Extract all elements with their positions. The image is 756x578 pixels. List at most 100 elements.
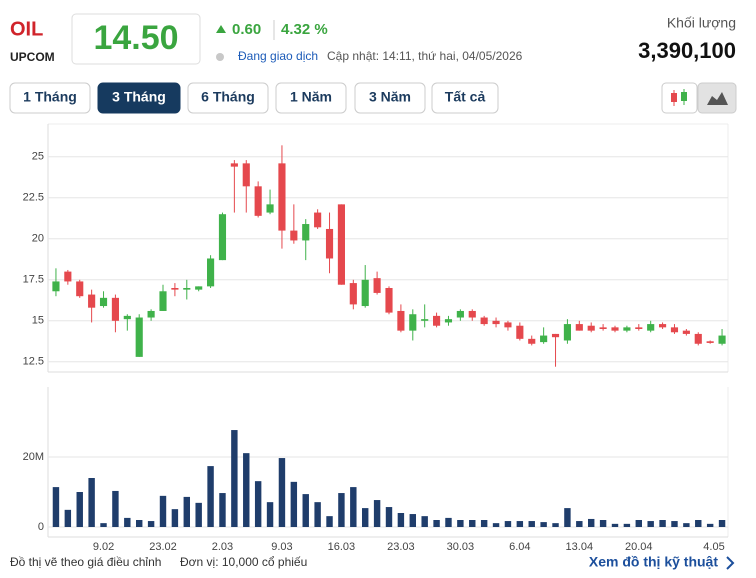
y-tick-label: 15 [32,315,44,327]
volume-bar [147,521,155,527]
period-button[interactable] [187,82,269,114]
volume-bar [504,521,512,527]
volume-bar [195,502,202,527]
candle-body [694,333,702,344]
y-tick-label: 22.5 [23,192,44,204]
candle-body [599,327,607,329]
period-button[interactable] [97,82,181,114]
candle-body [147,310,155,318]
volume-bar [385,507,393,527]
candle-body [551,333,560,338]
footer-unit: Đơn vị: 10,000 cổ phiếu [180,555,307,569]
y-tick-label: 20 [32,233,44,245]
volume-bar [52,487,60,527]
volume-bar [254,481,262,527]
candle-body [409,314,417,331]
volume-bar [361,508,369,527]
period-label: 3 Tháng [112,89,166,105]
x-tick-label: 30.03 [447,541,475,553]
volume-bar [124,517,131,527]
candle-body [682,330,690,334]
candle-body [433,315,441,326]
x-tick-label: 23.02 [149,541,177,553]
period-button[interactable] [275,82,347,114]
volume-bar [457,520,464,527]
volume-bar [469,520,476,527]
y-tick-label: 17.5 [23,274,44,286]
period-button[interactable] [431,82,499,114]
volume-bar [683,523,690,527]
period-label: 1 Năm [290,89,332,105]
volume-bar [171,509,179,527]
candle-body [659,324,667,328]
candle-body [266,204,274,213]
candle-body [563,324,571,341]
candle-body [397,310,405,331]
candle-body [159,291,167,311]
icon [707,92,728,105]
volume-bar [64,509,72,527]
candle-body [361,279,369,307]
volume-bar [326,516,333,527]
volume-bar [350,487,357,527]
candle-body [706,341,714,343]
volume-bar [373,500,381,527]
technical-link[interactable]: Xem đồ thị kỹ thuật [589,554,718,570]
change-pct: 4.32 % [281,21,328,38]
candle-body [611,327,619,331]
candle-body [623,327,631,331]
volume-bar [266,502,274,527]
volume-bar [480,520,488,527]
x-tick-label: 6.04 [509,541,530,553]
volume-bar [219,493,226,527]
x-tick-label: 4.05 [703,541,724,553]
volume-bar [88,478,95,527]
volume-bar [611,523,619,527]
period-button[interactable] [354,82,426,114]
volume-bar [516,521,524,527]
x-tick-label: 9.02 [93,541,114,553]
symbol: OIL [10,18,43,40]
candle-body [385,288,393,313]
candle-body [242,163,250,187]
x-tick-label: 13.04 [566,541,594,553]
candle-body [278,163,286,231]
volume-bar [183,496,191,527]
candle-body [76,281,84,297]
volume-bar [623,523,631,527]
candle-body [349,283,357,305]
volume-bar [302,494,309,527]
x-tick-label: 23.03 [387,541,415,553]
candle-body [195,286,203,290]
volume-bar [695,520,702,527]
exchange: UPCOM [10,50,55,64]
period-button[interactable] [9,82,91,114]
candle-body [183,288,191,290]
icon [681,92,687,101]
candle-body [587,325,595,331]
candle-body [480,317,488,325]
volume-bar [659,520,666,527]
volume-bar [135,520,143,527]
volume-bar [338,493,345,527]
candle-view-button[interactable] [661,82,698,114]
candle-body [504,322,512,328]
volume-bar [76,492,83,527]
volume-bar [421,516,428,527]
candle-body [52,281,60,292]
candle-body [254,186,262,216]
volume-bar [552,523,559,527]
chevron [726,556,735,570]
price: 14.50 [93,19,178,57]
period-label: Tất cả [445,89,486,105]
area-view-button[interactable] [697,82,737,114]
candle-body [540,335,548,343]
candle-body [468,310,476,318]
x-tick-label: 9.03 [271,541,292,553]
period-label: 3 Năm [369,89,411,105]
period-label: 1 Tháng [23,89,77,105]
candle-body [516,325,524,339]
volume-bar [671,521,678,527]
status: Đang giao dịch [238,49,318,63]
candle-body [444,319,453,323]
